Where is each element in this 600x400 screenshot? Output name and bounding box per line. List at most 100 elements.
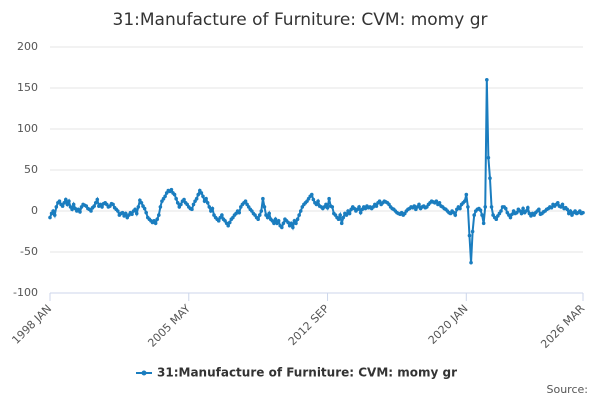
point [196, 192, 201, 197]
point [123, 211, 128, 216]
point [157, 213, 161, 217]
point [480, 213, 484, 217]
point [130, 212, 134, 217]
y-tick-label: 150 [17, 81, 38, 94]
y-tick-label: -50 [20, 245, 38, 258]
point [237, 210, 242, 215]
x-tick-label: 2005 MAY [145, 302, 193, 350]
point [62, 201, 66, 205]
y-tick-label: 50 [24, 163, 38, 176]
point [338, 213, 342, 217]
point [54, 205, 59, 209]
point [437, 201, 442, 205]
point [467, 233, 472, 238]
point [469, 260, 473, 265]
point [201, 194, 205, 199]
point [458, 206, 462, 211]
point [142, 206, 147, 211]
point [281, 221, 286, 226]
point [111, 202, 115, 207]
point [519, 211, 524, 216]
point [453, 213, 458, 217]
point [581, 210, 585, 215]
point [95, 197, 100, 202]
point [549, 205, 554, 210]
point [309, 192, 314, 197]
point [357, 205, 361, 209]
point [265, 215, 270, 220]
point [377, 199, 382, 203]
point [48, 215, 52, 220]
point [297, 213, 301, 217]
point [175, 201, 180, 205]
point [191, 202, 196, 207]
point [503, 206, 508, 211]
chart-title: 31:Manufacture of Furniture: CVM: momy g… [113, 10, 488, 30]
point [499, 209, 503, 213]
point [262, 205, 267, 209]
point [314, 202, 319, 207]
point [462, 199, 467, 203]
y-tick-label: 200 [17, 40, 38, 53]
point [280, 225, 284, 230]
point [358, 210, 363, 215]
point [65, 202, 70, 207]
point [286, 220, 290, 225]
point [174, 196, 178, 201]
point [344, 213, 349, 217]
point [153, 221, 158, 226]
point [555, 201, 560, 205]
point [92, 204, 96, 208]
point [172, 192, 177, 197]
point [89, 209, 93, 213]
point [537, 207, 541, 212]
point [78, 210, 82, 214]
point [226, 223, 230, 228]
point [216, 219, 221, 223]
point [316, 199, 320, 203]
point [434, 199, 439, 203]
point [71, 202, 76, 207]
point [568, 209, 573, 213]
point [291, 225, 295, 230]
point [116, 209, 120, 213]
point [295, 217, 300, 221]
point [514, 210, 519, 215]
point [347, 211, 352, 216]
point [52, 213, 57, 217]
point [524, 209, 529, 213]
point [273, 217, 278, 221]
point [256, 217, 260, 221]
point [325, 205, 330, 210]
point [494, 217, 499, 221]
point [182, 197, 186, 202]
legend-marker [141, 370, 147, 376]
x-tick-label: 2012 SEP [286, 302, 332, 348]
point [486, 155, 491, 160]
point [210, 206, 215, 211]
point [163, 194, 167, 199]
point [139, 201, 144, 205]
point [526, 205, 530, 210]
point [227, 220, 232, 225]
point [220, 213, 224, 217]
x-tick-label: 2026 MAR [538, 302, 587, 351]
point [417, 202, 421, 207]
point [466, 205, 470, 209]
point [483, 205, 488, 209]
point [481, 221, 486, 226]
point [508, 215, 513, 220]
point [276, 219, 281, 223]
point [190, 207, 194, 212]
point [341, 215, 346, 220]
point [257, 213, 262, 217]
point [485, 78, 489, 82]
point [324, 202, 328, 207]
point [144, 210, 148, 215]
y-tick-label: -100 [13, 286, 38, 299]
point [136, 205, 141, 209]
point [489, 205, 494, 209]
point [374, 204, 379, 208]
y-tick-label: 100 [17, 122, 38, 135]
